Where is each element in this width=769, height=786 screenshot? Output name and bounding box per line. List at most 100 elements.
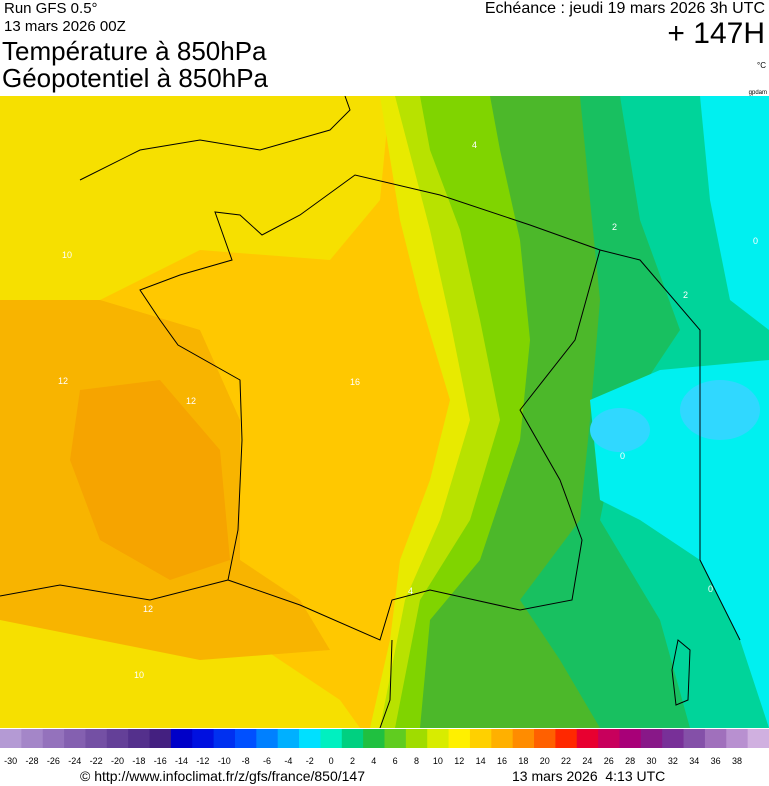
lead-time: + 147H (667, 17, 765, 50)
contour-label: 12 (143, 604, 153, 614)
map: 10 12 12 12 10 16 4 2 2 0 0 0 4 (0, 96, 769, 728)
header: Run GFS 0.5° 13 mars 2026 00Z Températur… (2, 0, 767, 96)
contour-label: 2 (683, 290, 688, 300)
contour-label: 4 (472, 140, 477, 150)
temp-field (700, 96, 769, 330)
temp-field (590, 360, 769, 728)
temp-field (680, 380, 760, 440)
temp-field (0, 96, 390, 300)
contour-label: 12 (58, 376, 68, 386)
colorbar-cell (747, 729, 769, 748)
colorbar-cell (21, 729, 44, 748)
colorbar-cell (0, 729, 22, 748)
source-url: © http://www.infoclimat.fr/z/gfs/france/… (80, 768, 365, 784)
colorbar-cell (170, 729, 193, 748)
colorbar-label: 32 (668, 756, 678, 766)
colorbar-label: -12 (196, 756, 209, 766)
contour-label: 4 (408, 586, 413, 596)
colorbar-label: -20 (111, 756, 124, 766)
france-outline (139, 174, 601, 641)
colorbar-label: -8 (242, 756, 250, 766)
contour-label: 10 (62, 250, 72, 260)
colorbar-label: -2 (306, 756, 314, 766)
colorbar-label: 30 (647, 756, 657, 766)
source-tag: gpdam (749, 90, 767, 96)
england-coast (79, 96, 351, 181)
colorbar-cell (234, 729, 257, 748)
colorbar-label: 4 (371, 756, 376, 766)
spain-coast (0, 579, 229, 601)
issue-date: 13 mars 2026 4:13 UTC (512, 768, 665, 784)
colorbar-label: -6 (263, 756, 271, 766)
colorbar-label: 0 (329, 756, 334, 766)
colorbar-cell (662, 729, 685, 748)
colorbar-cell (704, 729, 727, 748)
colorbar-cell (277, 729, 300, 748)
colorbar-label: -28 (26, 756, 39, 766)
colorbar-label: 12 (454, 756, 464, 766)
contour-label: 0 (620, 451, 625, 461)
colorbar-cell (576, 729, 599, 748)
colorbar-label: -18 (132, 756, 145, 766)
colorbar-label: 18 (518, 756, 528, 766)
contour-label: 12 (186, 396, 196, 406)
colorbar-label: -26 (47, 756, 60, 766)
colorbar-label: 2 (350, 756, 355, 766)
colorbar-label: -14 (175, 756, 188, 766)
colorbar-cell (85, 729, 108, 748)
colorbar-label: 22 (561, 756, 571, 766)
colorbar-cell (619, 729, 642, 748)
colorbar-cell (469, 729, 492, 748)
colorbar-label: -16 (154, 756, 167, 766)
colorbar-label: 34 (689, 756, 699, 766)
run-date: 13 mars 2026 00Z (4, 18, 126, 35)
colorbar-cell (598, 729, 620, 748)
colorbar-label: 24 (582, 756, 592, 766)
footer: © http://www.infoclimat.fr/z/gfs/france/… (80, 768, 665, 784)
temp-field (590, 408, 650, 452)
colorbar-cell (448, 729, 471, 748)
colorbar-cell (128, 729, 151, 748)
corsica (671, 639, 691, 706)
spain-coast (379, 639, 393, 728)
colorbar-cell (363, 729, 385, 748)
colorbar-label: -22 (90, 756, 103, 766)
colorbar-cell (512, 729, 535, 748)
colorbar-label: 8 (414, 756, 419, 766)
colorbar-label: 36 (711, 756, 721, 766)
contour-label: 2 (612, 222, 617, 232)
colorbar-label: -10 (218, 756, 231, 766)
colorbar-label: 16 (497, 756, 507, 766)
colorbar-cell (213, 729, 236, 748)
coastlines (0, 96, 741, 728)
title-1: Température à 850hPa (2, 36, 267, 66)
contour-label: 10 (134, 670, 144, 680)
title-2: Géopotentiel à 850hPa (2, 63, 269, 93)
colorbar-label: 26 (604, 756, 614, 766)
colorbar-cell (299, 729, 321, 748)
colorbar: -30 -28 -26 -24 -22 -20 -18 -16 -14 -12 -10 -8 -6 -4-… (0, 729, 769, 766)
colorbar-cell (42, 729, 65, 748)
colorbar-label: 20 (540, 756, 550, 766)
contour-label: 0 (753, 236, 758, 246)
colorbar-label: -30 (4, 756, 17, 766)
colorbar-cell (192, 729, 215, 748)
temp-field (70, 380, 230, 580)
colorbar-label: -4 (284, 756, 292, 766)
contour-label: 0 (708, 584, 713, 594)
colorbar-cell (149, 729, 172, 748)
run: Run GFS 0.5° (4, 0, 98, 17)
colorbar-cell (555, 729, 578, 748)
border (599, 249, 741, 641)
colorbar-label: 6 (393, 756, 398, 766)
colorbar-cell (640, 729, 663, 748)
unit: °C (757, 61, 766, 70)
colorbar-cell (683, 729, 706, 748)
colorbar-cell (726, 729, 749, 748)
colorbar-cell (320, 729, 343, 748)
colorbar-cell (64, 729, 86, 748)
colorbar-cell (427, 729, 450, 748)
valid-time: Echéance : jeudi 19 mars 2026 3h UTC (485, 0, 765, 17)
colorbar-cell (106, 729, 129, 748)
